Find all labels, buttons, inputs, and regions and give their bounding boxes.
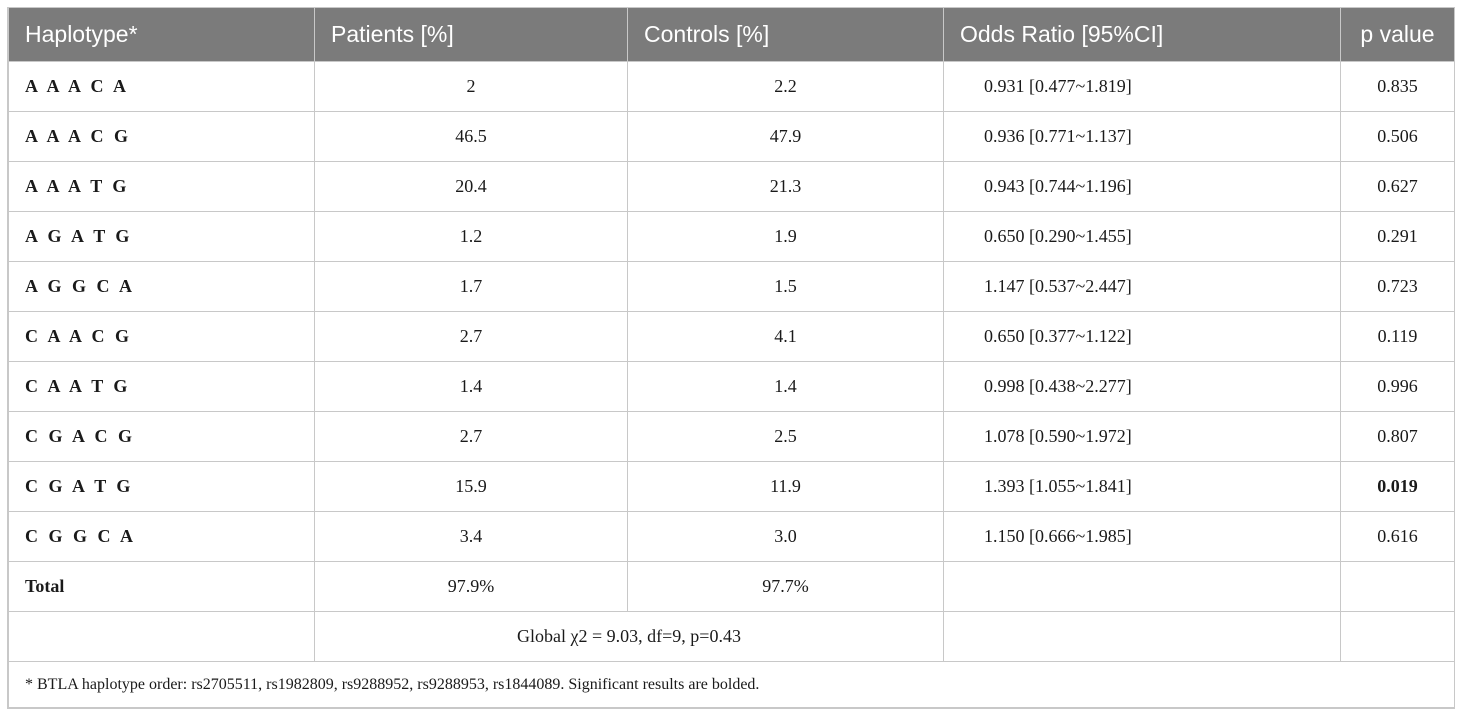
- cell-odds-ratio: 0.936 [0.771~1.137]: [943, 111, 1341, 162]
- cell-controls: 47.9: [627, 111, 944, 162]
- table-row: C G G C A 3.4 3.0 1.150 [0.666~1.985] 0.…: [8, 511, 1455, 562]
- cell-controls: 4.1: [627, 311, 944, 362]
- total-patients: 97.9%: [314, 561, 628, 612]
- header-p-value: p value: [1340, 8, 1455, 62]
- cell-odds-ratio: 0.943 [0.744~1.196]: [943, 161, 1341, 212]
- cell-odds-ratio: 0.998 [0.438~2.277]: [943, 361, 1341, 412]
- table-footnote: * BTLA haplotype order: rs2705511, rs198…: [8, 661, 1455, 708]
- cell-haplotype: C G A T G: [8, 461, 315, 512]
- haplotype-table: Haplotype* Patients [%] Controls [%] Odd…: [8, 8, 1455, 708]
- cell-odds-ratio: 1.078 [0.590~1.972]: [943, 411, 1341, 462]
- cell-controls: 1.9: [627, 211, 944, 262]
- global-test-empty-or: [943, 611, 1341, 662]
- cell-p-value: 0.627: [1340, 161, 1455, 212]
- total-odds-ratio-empty: [943, 561, 1341, 612]
- global-test-empty: [8, 611, 315, 662]
- cell-p-value: 0.723: [1340, 261, 1455, 312]
- total-controls: 97.7%: [627, 561, 944, 612]
- header-row: Haplotype* Patients [%] Controls [%] Odd…: [8, 8, 1455, 62]
- cell-controls: 21.3: [627, 161, 944, 212]
- cell-haplotype: C A A C G: [8, 311, 315, 362]
- cell-controls: 2.5: [627, 411, 944, 462]
- cell-odds-ratio: 1.393 [1.055~1.841]: [943, 461, 1341, 512]
- cell-haplotype: A A A T G: [8, 161, 315, 212]
- table-row: C G A T G 15.9 11.9 1.393 [1.055~1.841] …: [8, 461, 1455, 512]
- cell-p-value: 0.506: [1340, 111, 1455, 162]
- table-row: C G A C G 2.7 2.5 1.078 [0.590~1.972] 0.…: [8, 411, 1455, 462]
- total-p-value-empty: [1340, 561, 1455, 612]
- header-controls: Controls [%]: [627, 8, 944, 62]
- global-test-row: Global χ2 = 9.03, df=9, p=0.43: [8, 611, 1455, 662]
- table-row: C A A C G 2.7 4.1 0.650 [0.377~1.122] 0.…: [8, 311, 1455, 362]
- cell-patients: 2: [314, 61, 628, 112]
- cell-haplotype: C A A T G: [8, 361, 315, 412]
- header-haplotype: Haplotype*: [8, 8, 315, 62]
- header-patients: Patients [%]: [314, 8, 628, 62]
- cell-patients: 1.4: [314, 361, 628, 412]
- cell-haplotype: A G G C A: [8, 261, 315, 312]
- header-odds-ratio: Odds Ratio [95%CI]: [943, 8, 1341, 62]
- cell-p-value: 0.616: [1340, 511, 1455, 562]
- cell-odds-ratio: 1.147 [0.537~2.447]: [943, 261, 1341, 312]
- cell-odds-ratio: 0.931 [0.477~1.819]: [943, 61, 1341, 112]
- cell-odds-ratio: 0.650 [0.290~1.455]: [943, 211, 1341, 262]
- global-test-empty-p: [1340, 611, 1455, 662]
- cell-haplotype: A A A C G: [8, 111, 315, 162]
- cell-patients: 1.7: [314, 261, 628, 312]
- cell-patients: 15.9: [314, 461, 628, 512]
- cell-controls: 3.0: [627, 511, 944, 562]
- table-row: C A A T G 1.4 1.4 0.998 [0.438~2.277] 0.…: [8, 361, 1455, 412]
- haplotype-table-container: Haplotype* Patients [%] Controls [%] Odd…: [7, 7, 1455, 709]
- cell-controls: 2.2: [627, 61, 944, 112]
- cell-p-value-significant: 0.019: [1340, 461, 1455, 512]
- table-row: A G A T G 1.2 1.9 0.650 [0.290~1.455] 0.…: [8, 211, 1455, 262]
- cell-haplotype: C G G C A: [8, 511, 315, 562]
- cell-p-value: 0.119: [1340, 311, 1455, 362]
- footnote-row: * BTLA haplotype order: rs2705511, rs198…: [8, 661, 1455, 708]
- cell-controls: 1.4: [627, 361, 944, 412]
- table-row: A G G C A 1.7 1.5 1.147 [0.537~2.447] 0.…: [8, 261, 1455, 312]
- cell-odds-ratio: 1.150 [0.666~1.985]: [943, 511, 1341, 562]
- table-row: A A A T G 20.4 21.3 0.943 [0.744~1.196] …: [8, 161, 1455, 212]
- cell-controls: 1.5: [627, 261, 944, 312]
- cell-patients: 2.7: [314, 311, 628, 362]
- cell-controls: 11.9: [627, 461, 944, 512]
- cell-patients: 3.4: [314, 511, 628, 562]
- cell-patients: 1.2: [314, 211, 628, 262]
- cell-p-value: 0.807: [1340, 411, 1455, 462]
- cell-haplotype: A G A T G: [8, 211, 315, 262]
- table-row: A A A C G 46.5 47.9 0.936 [0.771~1.137] …: [8, 111, 1455, 162]
- cell-p-value: 0.291: [1340, 211, 1455, 262]
- cell-patients: 20.4: [314, 161, 628, 212]
- cell-p-value: 0.835: [1340, 61, 1455, 112]
- cell-odds-ratio: 0.650 [0.377~1.122]: [943, 311, 1341, 362]
- cell-p-value: 0.996: [1340, 361, 1455, 412]
- cell-patients: 46.5: [314, 111, 628, 162]
- cell-haplotype: C G A C G: [8, 411, 315, 462]
- total-label: Total: [8, 561, 315, 612]
- cell-patients: 2.7: [314, 411, 628, 462]
- cell-haplotype: A A A C A: [8, 61, 315, 112]
- table-row: A A A C A 2 2.2 0.931 [0.477~1.819] 0.83…: [8, 61, 1455, 112]
- total-row: Total 97.9% 97.7%: [8, 561, 1455, 612]
- global-test-stat: Global χ2 = 9.03, df=9, p=0.43: [314, 611, 944, 662]
